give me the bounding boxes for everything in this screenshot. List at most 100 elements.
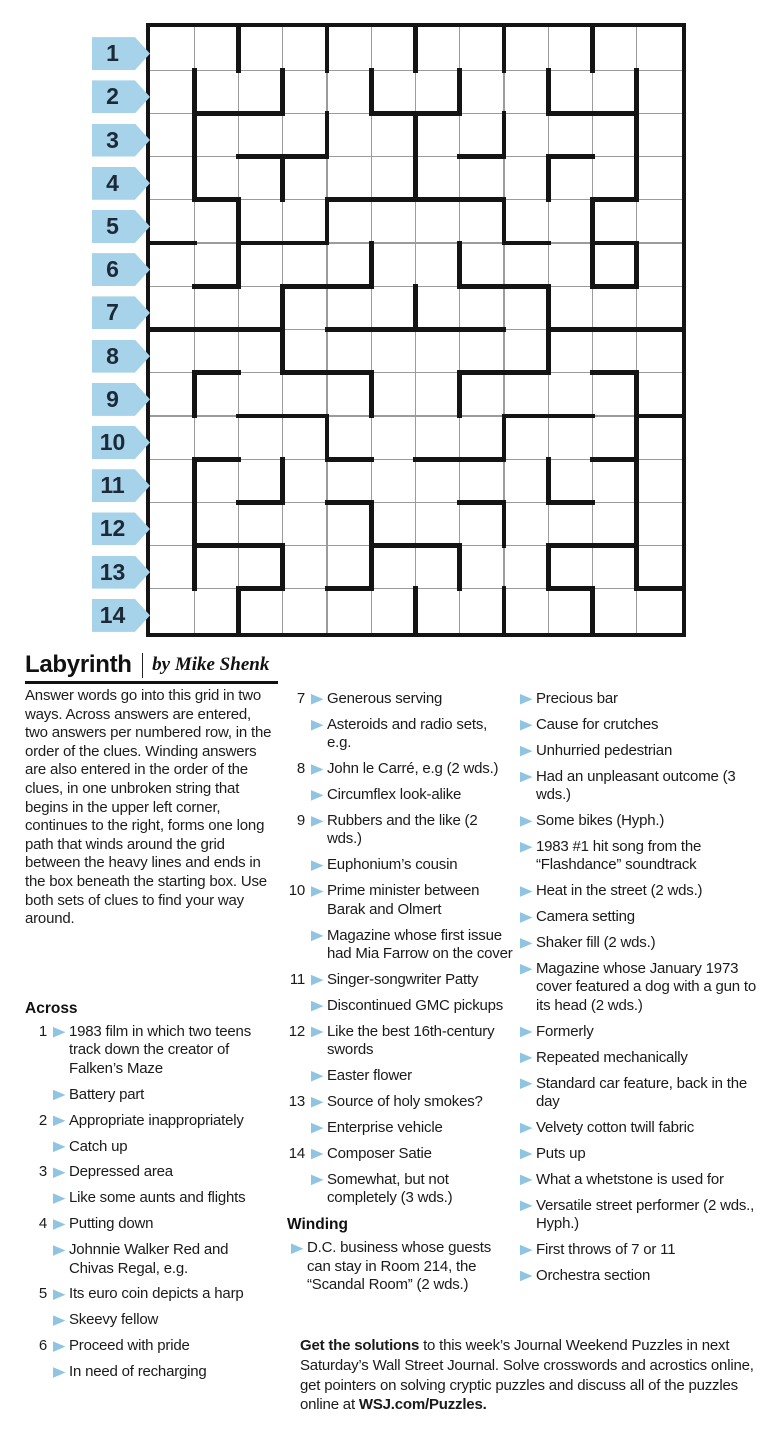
clue-item: 6 Proceed with pride xyxy=(25,1337,275,1355)
row-marker-3: 3 xyxy=(92,123,150,157)
row-marker-6: 6 xyxy=(92,253,150,287)
clue-number: 5 xyxy=(38,1285,47,1303)
clue-arrow-icon xyxy=(307,997,327,1015)
clue-arrow-icon xyxy=(49,1112,69,1130)
clue-number xyxy=(287,1171,307,1208)
clue-number xyxy=(287,927,307,964)
maze-wall-horizontal xyxy=(413,543,463,548)
across-clues-1-6: 1 1983 film in which two teens track down… xyxy=(25,1023,275,1382)
clue-text: Appropriate inappropriately xyxy=(69,1111,244,1129)
maze-wall-horizontal xyxy=(236,240,286,246)
row-marker-4: 4 xyxy=(92,166,150,200)
clue-item: 12 Like the best 16th-century swords xyxy=(287,1023,515,1060)
clue-text: Some bikes (Hyph.) xyxy=(536,812,665,830)
maze-wall-vertical xyxy=(545,283,551,332)
clue-text: Velvety cotton twill fabric xyxy=(536,1118,695,1136)
maze-wall-vertical xyxy=(545,543,551,592)
maze-wall-horizontal xyxy=(590,327,640,332)
clue-item: Camera setting xyxy=(516,908,768,926)
clue-item: 1983 #1 hit song from the “Flashdance” s… xyxy=(516,838,768,875)
maze-wall-horizontal xyxy=(150,240,197,246)
maze-wall-vertical xyxy=(368,240,374,289)
clue-arrow-icon xyxy=(516,1241,536,1259)
clue-item: Circumflex look-alike xyxy=(287,786,515,804)
clue-arrow-icon xyxy=(516,1119,536,1137)
maze-wall-vertical xyxy=(413,283,418,332)
row-marker-label: 10 xyxy=(99,429,126,456)
clue-item: D.C. business whose guests can stay in R… xyxy=(287,1239,515,1294)
maze-wall-horizontal xyxy=(457,456,507,462)
puzzle-title: Labyrinth xyxy=(25,651,132,678)
clue-item: Velvety cotton twill fabric xyxy=(516,1119,768,1137)
maze-wall-horizontal xyxy=(457,283,507,289)
clue-item: Magazine whose January 1973 cover featur… xyxy=(516,960,768,1015)
maze-wall-vertical xyxy=(280,67,286,116)
maze-wall-vertical xyxy=(236,27,241,73)
maze-wall-vertical xyxy=(368,370,374,419)
clue-text: Rubbers and the like (2 wds.) xyxy=(327,812,478,848)
clue-number xyxy=(25,1363,49,1381)
clue-item: What a whetstone is used for xyxy=(516,1171,768,1189)
clue-number xyxy=(287,786,307,804)
clue-number: 9 xyxy=(296,812,305,830)
clue-arrow-icon xyxy=(516,908,536,926)
maze-wall-horizontal xyxy=(545,154,595,160)
maze-wall-horizontal xyxy=(634,586,682,592)
clue-arrow-icon xyxy=(307,971,327,989)
maze-wall-horizontal xyxy=(191,456,241,462)
maze-wall-horizontal xyxy=(324,197,374,203)
clue-item: First throws of 7 or 11 xyxy=(516,1241,768,1259)
clue-number xyxy=(25,1241,49,1278)
maze-wall-horizontal xyxy=(150,327,197,332)
maze-wall-vertical xyxy=(590,197,595,246)
clue-text: Shaker fill (2 wds.) xyxy=(536,934,656,952)
maze-wall-vertical xyxy=(191,543,197,592)
clue-item: 5 Its euro coin depicts a harp xyxy=(25,1285,275,1303)
maze-wall-horizontal xyxy=(368,197,418,203)
clue-arrow-icon xyxy=(49,1285,69,1303)
maze-wall-vertical xyxy=(191,111,197,160)
row-marker-label: 12 xyxy=(99,515,126,542)
clue-arrow-icon xyxy=(516,1267,536,1285)
clue-number xyxy=(287,1119,307,1137)
row-marker-13: 13 xyxy=(92,555,150,589)
maze-wall-horizontal xyxy=(280,413,330,419)
clue-arrow-icon xyxy=(307,812,327,849)
clue-arrow-icon xyxy=(516,838,536,875)
clue-arrow-icon xyxy=(307,1023,327,1060)
clue-arrow-icon xyxy=(307,1119,327,1137)
clue-number: 6 xyxy=(38,1337,47,1355)
maze-wall-vertical xyxy=(634,370,640,419)
clue-number xyxy=(25,1138,49,1156)
maze-wall-horizontal xyxy=(324,456,374,462)
maze-wall-vertical xyxy=(545,456,551,505)
maze-wall-vertical xyxy=(457,240,463,289)
clue-arrow-icon xyxy=(49,1215,69,1233)
maze-wall-vertical xyxy=(191,456,197,505)
clue-arrow-icon xyxy=(516,1023,536,1041)
maze-wall-vertical xyxy=(545,67,551,116)
clue-item: 8 John le Carré, e.g (2 wds.) xyxy=(287,760,515,778)
clue-number xyxy=(287,856,307,874)
clue-item: Asteroids and radio sets, e.g. xyxy=(287,716,515,753)
maze-wall-horizontal xyxy=(590,370,640,376)
maze-wall-vertical xyxy=(545,154,551,203)
solutions-text: Get the solutions to this week’s Journal… xyxy=(300,1337,754,1414)
clue-item: 13 Source of holy smokes? xyxy=(287,1093,515,1111)
across-column: Across 1 1983 film in which two teens tra… xyxy=(25,1000,275,1389)
maze-wall-vertical xyxy=(590,27,595,73)
maze-wall-horizontal xyxy=(545,413,595,419)
grid-thin-hline xyxy=(150,242,682,244)
clue-text: Catch up xyxy=(69,1137,128,1155)
clue-arrow-icon xyxy=(307,786,327,804)
clue-arrow-icon xyxy=(49,1241,69,1278)
clue-item: Like some aunts and flights xyxy=(25,1189,275,1207)
winding-header: Winding xyxy=(287,1216,348,1234)
clue-number xyxy=(25,1311,49,1329)
row-marker-11: 11 xyxy=(92,469,150,503)
maze-wall-horizontal xyxy=(236,413,286,419)
maze-wall-horizontal xyxy=(280,370,330,376)
maze-wall-horizontal xyxy=(368,543,418,548)
row-marker-label: 3 xyxy=(106,126,119,153)
